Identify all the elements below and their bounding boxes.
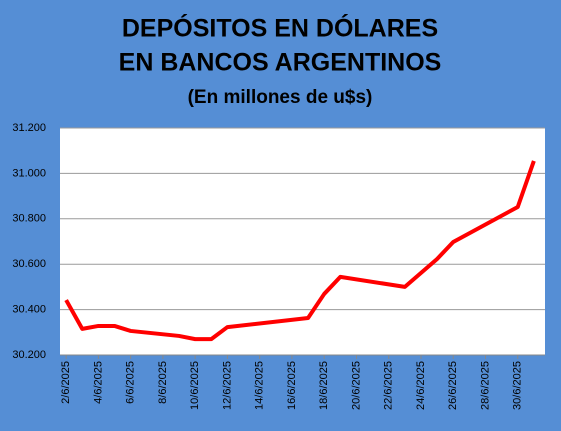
x-tick-label: 16/6/2025	[286, 361, 298, 410]
y-tick-label: 31.200	[12, 122, 46, 134]
chart-title: EN BANCOS ARGENTINOS	[119, 49, 442, 77]
x-tick-label: 20/6/2025	[350, 361, 362, 410]
x-tick-label: 4/6/2025	[92, 361, 104, 404]
x-tick-label: 12/6/2025	[221, 361, 233, 410]
x-tick-label: 8/6/2025	[157, 361, 169, 404]
x-tick-label: 10/6/2025	[189, 361, 201, 410]
x-tick-label: 18/6/2025	[318, 361, 330, 410]
x-tick-label: 6/6/2025	[125, 361, 137, 404]
x-tick-label: 14/6/2025	[254, 361, 266, 410]
data-line	[64, 160, 536, 342]
x-tick-label: 30/6/2025	[512, 361, 524, 410]
y-tick-label: 30.400	[12, 304, 46, 316]
plot-area	[60, 128, 545, 355]
chart-title: DEPÓSITOS EN DÓLARES	[122, 13, 438, 43]
x-tick-label: 2/6/2025	[60, 361, 72, 404]
x-tick-label: 26/6/2025	[447, 361, 459, 410]
x-tick-label: 28/6/2025	[479, 361, 491, 410]
y-tick-label: 30.600	[12, 258, 46, 270]
y-tick-label: 31.000	[12, 167, 46, 179]
y-tick-label: 30.200	[12, 349, 46, 361]
y-tick-label: 30.800	[12, 213, 46, 225]
chart-subtitle: (En millones de u$s)	[188, 87, 373, 108]
x-tick-label: 24/6/2025	[415, 361, 427, 410]
x-tick-label: 22/6/2025	[383, 361, 395, 410]
